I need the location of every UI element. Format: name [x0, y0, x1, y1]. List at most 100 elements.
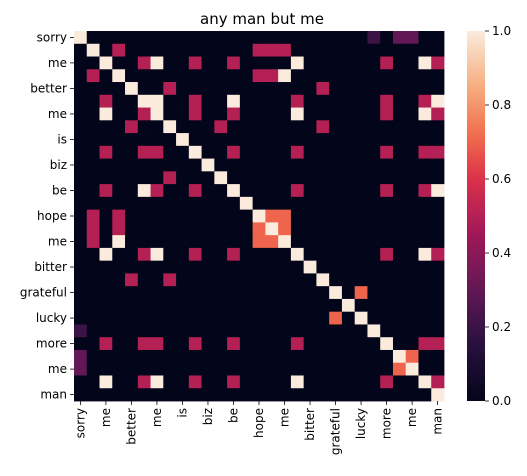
heatmap-cell: [239, 209, 254, 223]
heatmap-cell: [201, 286, 215, 300]
heatmap-cell: [367, 31, 381, 45]
heatmap-cell: [227, 196, 241, 211]
heatmap-cell: [74, 209, 88, 223]
heatmap-cell: [227, 337, 241, 351]
heatmap-cell: [201, 69, 215, 83]
heatmap-cell: [265, 247, 279, 262]
heatmap-cell: [99, 158, 113, 172]
heatmap-cell: [316, 31, 330, 45]
heatmap-cell: [86, 69, 100, 83]
heatmap-cell: [74, 222, 88, 236]
heatmap-cell: [150, 171, 164, 185]
heatmap-cell: [227, 43, 241, 57]
heatmap-cell: [329, 171, 343, 185]
x-tick-label: man: [431, 408, 445, 435]
heatmap-cell: [163, 388, 177, 402]
heatmap-cell: [125, 273, 139, 287]
heatmap-cell: [150, 362, 164, 376]
heatmap-cell: [316, 286, 330, 300]
x-tick-label: biz: [201, 408, 215, 425]
heatmap-cell: [405, 209, 419, 223]
heatmap-cell: [303, 56, 317, 70]
heatmap-cell: [112, 56, 126, 70]
heatmap-cell: [239, 260, 254, 274]
x-tick-label: me: [99, 408, 113, 427]
heatmap-cell: [214, 337, 228, 351]
heatmap-cell: [188, 337, 202, 351]
heatmap-cell: [367, 375, 381, 389]
heatmap-cell: [112, 388, 126, 402]
heatmap-cell: [125, 158, 139, 172]
heatmap-cell: [99, 69, 113, 83]
heatmap-cell: [303, 362, 317, 376]
heatmap-cell: [278, 171, 292, 185]
heatmap-cell: [163, 222, 177, 236]
heatmap-cell: [99, 235, 113, 249]
heatmap-cell: [290, 56, 305, 70]
heatmap-cell: [367, 337, 381, 351]
heatmap-cell: [74, 375, 88, 389]
heatmap-cell: [367, 349, 381, 364]
heatmap-cell: [163, 298, 177, 313]
heatmap-cell: [341, 298, 356, 313]
y-tick-label: man: [40, 388, 67, 402]
heatmap-cell: [392, 260, 407, 274]
heatmap-cell: [431, 273, 445, 287]
heatmap-cell: [418, 171, 432, 185]
heatmap-cell: [86, 298, 100, 313]
heatmap-cell: [290, 133, 305, 147]
heatmap-cell: [188, 362, 202, 376]
heatmap-cell: [341, 388, 356, 402]
heatmap-cell: [150, 31, 164, 45]
heatmap-cell: [405, 171, 419, 185]
heatmap-cell: [278, 184, 292, 198]
heatmap-cell: [176, 120, 190, 134]
heatmap-cell: [188, 375, 202, 389]
heatmap-cell: [380, 222, 394, 236]
heatmap-cell: [278, 158, 292, 172]
heatmap-cell: [316, 298, 330, 313]
heatmap-cell: [112, 324, 126, 338]
heatmap-cell: [329, 311, 343, 325]
heatmap-cell: [354, 107, 368, 121]
heatmap-cell: [380, 209, 394, 223]
heatmap-cell: [176, 56, 190, 70]
heatmap-cell: [265, 324, 279, 338]
heatmap-cell: [329, 158, 343, 172]
heatmap-cell: [137, 56, 151, 70]
heatmap-cell: [201, 56, 215, 70]
heatmap-cell: [278, 260, 292, 274]
colorbar-tick-label: 0.4: [492, 246, 511, 260]
heatmap-cell: [418, 31, 432, 45]
heatmap-cell: [278, 69, 292, 83]
heatmap-cell: [188, 158, 202, 172]
heatmap-cell: [74, 69, 88, 83]
heatmap-cell: [176, 31, 190, 45]
heatmap-cell: [125, 388, 139, 402]
heatmap-cell: [227, 56, 241, 70]
heatmap-cell: [329, 43, 343, 57]
heatmap-cell: [431, 94, 445, 108]
heatmap-cell: [329, 298, 343, 313]
heatmap-cell: [252, 171, 266, 185]
heatmap-cell: [99, 311, 113, 325]
heatmap-cell: [316, 145, 330, 159]
heatmap-cell: [125, 349, 139, 364]
heatmap-cell: [201, 209, 215, 223]
heatmap-cell: [265, 311, 279, 325]
y-axis-ticks: sorry me better me is biz be hope me bitter gratef…: [20, 30, 74, 402]
heatmap-cell: [150, 286, 164, 300]
heatmap-cell: [418, 388, 432, 402]
heatmap-cell: [290, 273, 305, 287]
heatmap-cell: [278, 273, 292, 287]
heatmap-cell: [112, 82, 126, 96]
heatmap-cell: [354, 337, 368, 351]
heatmap-cell: [278, 107, 292, 121]
heatmap-cell: [252, 311, 266, 325]
heatmap-cell: [354, 94, 368, 108]
heatmap-cell: [392, 82, 407, 96]
heatmap-cell: [163, 133, 177, 147]
heatmap-cell: [214, 133, 228, 147]
heatmap-cell: [380, 337, 394, 351]
heatmap-cell: [405, 158, 419, 172]
